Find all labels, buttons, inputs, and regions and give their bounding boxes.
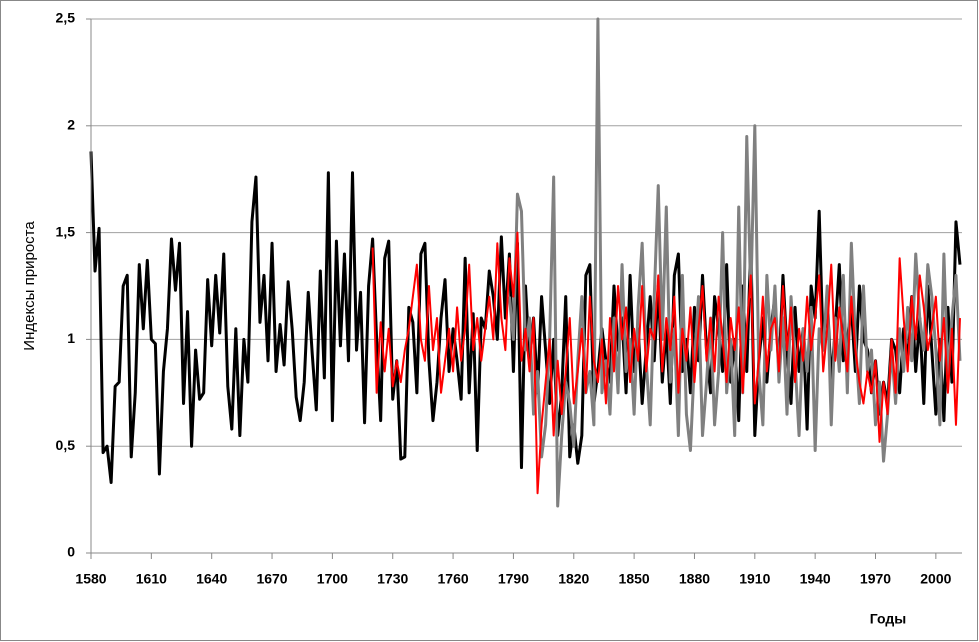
lines bbox=[89, 17, 962, 508]
x-tick-label: 1670 bbox=[256, 571, 287, 587]
x-axis-label: Годы bbox=[870, 611, 906, 627]
x-tick-label: 1730 bbox=[377, 571, 408, 587]
y-tick-label: 1,5 bbox=[56, 223, 76, 239]
x-tick-label: 2000 bbox=[920, 571, 951, 587]
x-tick-label: 1760 bbox=[438, 571, 469, 587]
y-tick-label: 1 bbox=[67, 330, 75, 346]
x-tick-label: 1850 bbox=[619, 571, 650, 587]
x-tick-label: 1820 bbox=[558, 571, 589, 587]
x-tick-label: 1940 bbox=[800, 571, 831, 587]
x-tick-label: 1610 bbox=[136, 571, 167, 587]
x-tick-label: 1910 bbox=[739, 571, 770, 587]
y-tick-label: 2,5 bbox=[56, 10, 76, 26]
x-tick-label: 1640 bbox=[196, 571, 227, 587]
x-tick-label: 1700 bbox=[317, 571, 348, 587]
y-tick-label: 0,5 bbox=[56, 437, 76, 453]
y-tick-label: 2 bbox=[67, 117, 75, 133]
series-line bbox=[371, 231, 961, 495]
y-tick-label: 0 bbox=[67, 544, 75, 560]
x-tick-label: 1880 bbox=[679, 571, 710, 587]
x-tick-label: 1580 bbox=[75, 571, 106, 587]
y-axis-label: Индексы прироста bbox=[21, 221, 38, 351]
x-tick-label: 1970 bbox=[860, 571, 891, 587]
x-tick-label: 1790 bbox=[498, 571, 529, 587]
